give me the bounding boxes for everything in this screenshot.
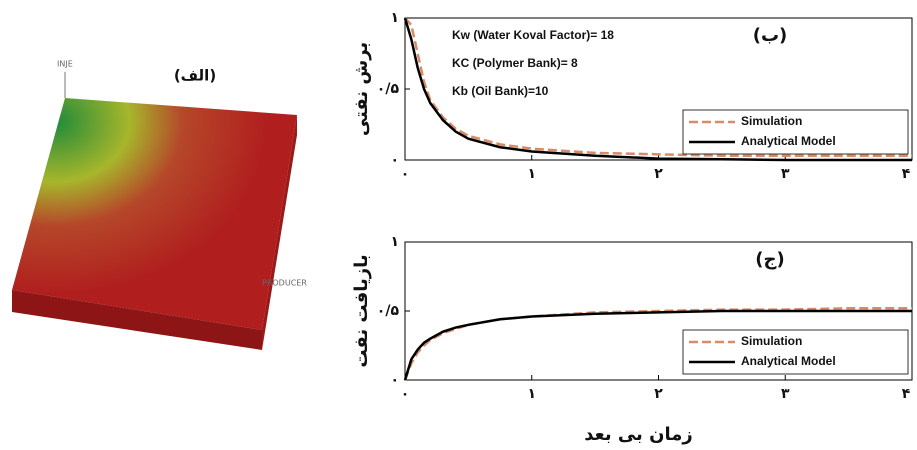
y-tick-label: ۱ — [390, 10, 399, 26]
y-tick-label: ۰/۵ — [377, 303, 400, 319]
reservoir-image: INJE PRODUCER (الف) — [12, 60, 307, 351]
legend-label: Analytical Model — [741, 354, 836, 368]
x-tick-label: ۱ — [527, 386, 536, 402]
legend-label: Analytical Model — [741, 134, 836, 148]
x-tick-label: ۳ — [781, 166, 790, 182]
x-tick-label: ۰ — [401, 166, 410, 182]
annotation: KC (Polymer Bank)= 8 — [452, 56, 578, 70]
x-axis-label: زمان بی بعد — [584, 424, 692, 445]
legend-label: Simulation — [741, 334, 802, 348]
y-tick-label: ۰/۵ — [377, 81, 400, 97]
annotation: Kb (Oil Bank)=10 — [452, 84, 549, 98]
x-tick-label: ۲ — [654, 386, 663, 402]
injector-label: INJE — [57, 60, 73, 69]
y-tick-label: ۱ — [390, 234, 399, 250]
annotation: Kw (Water Koval Factor)= 18 — [452, 28, 614, 42]
legend-label: Simulation — [741, 114, 802, 128]
x-tick-label: ۴ — [902, 386, 911, 402]
x-tick-label: ۴ — [902, 166, 911, 182]
y-axis-label: برش نفتی — [351, 42, 372, 136]
y-tick-label: ۰ — [390, 372, 399, 388]
producer-label: PRODUCER — [262, 279, 307, 288]
panel-label: (الف) — [174, 67, 216, 85]
panel-label: (ب) — [753, 25, 788, 46]
x-tick-label: ۰ — [401, 386, 410, 402]
y-axis-label: بازیافت نفت — [351, 254, 372, 367]
figure: INJE PRODUCER (الف) ۰ ۰/۵ ۱ ۰ ۱ ۲ ۳ ۴ برش نفتی (ب… — [0, 0, 917, 450]
x-tick-label: ۳ — [781, 386, 790, 402]
panel-label: (ج) — [755, 249, 784, 270]
reservoir-top — [12, 98, 297, 330]
x-tick-label: ۱ — [527, 166, 536, 182]
y-tick-label: ۰ — [390, 152, 399, 168]
x-tick-label: ۲ — [654, 166, 663, 182]
